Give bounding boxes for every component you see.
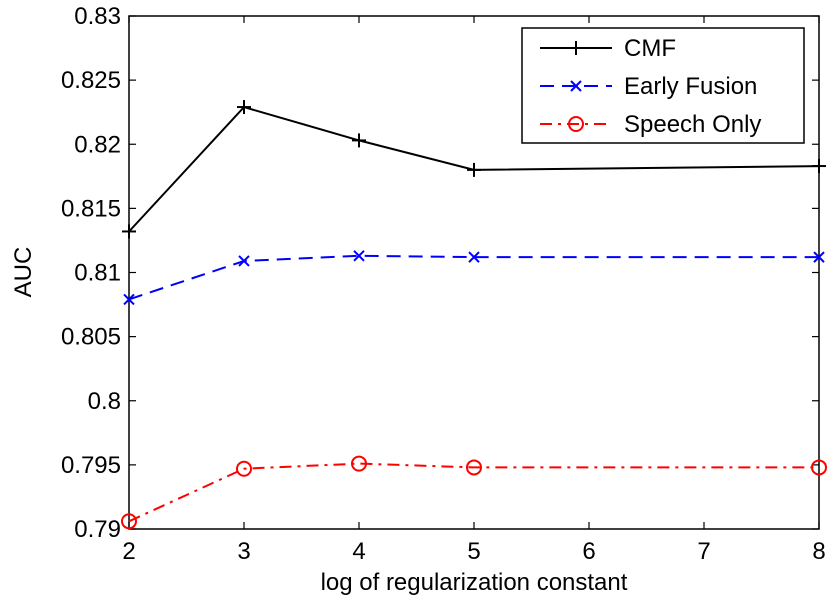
- axis-ticks: 2 3 4 5 6 7 8 0.79 0.795 0.8 0.805 0.81 0.815 0.82 0.8…: [61, 3, 826, 565]
- data-point: [353, 250, 365, 262]
- x-tick-label: 8: [812, 538, 825, 565]
- data-point-b: [238, 255, 250, 267]
- data-point: [811, 459, 827, 476]
- legend-marker-b: [570, 80, 582, 92]
- x-tick-label: 3: [237, 538, 250, 565]
- series-layer: [121, 100, 827, 530]
- data-point: [122, 224, 136, 239]
- series-0: [122, 100, 826, 239]
- legend-marker: [570, 80, 582, 92]
- legend-label: CMF: [624, 35, 676, 62]
- x-tick-label: 5: [467, 538, 480, 565]
- legend-marker: [569, 41, 583, 55]
- data-point: [236, 460, 252, 477]
- data-point: [352, 133, 366, 148]
- y-tick-label: 0.815: [61, 195, 121, 222]
- data-point: [468, 251, 480, 263]
- data-point: [351, 455, 367, 472]
- data-point-b: [813, 251, 825, 263]
- legend-label: Early Fusion: [624, 73, 757, 100]
- legend: CMF Early Fusion Speech Only: [521, 27, 805, 144]
- x-axis-label: log of regularization constant: [321, 569, 628, 596]
- data-point: [812, 159, 826, 174]
- x-tick-label: 6: [582, 538, 595, 565]
- data-point: [237, 100, 251, 115]
- y-tick-label: 0.83: [74, 3, 121, 30]
- legend-label: Speech Only: [624, 111, 761, 138]
- data-point: [121, 513, 137, 530]
- data-point: [466, 459, 482, 476]
- y-tick-label: 0.82: [74, 131, 121, 158]
- y-tick-label: 0.805: [61, 324, 121, 351]
- data-point-b: [123, 293, 135, 306]
- legend-marker: [568, 116, 584, 132]
- y-tick-label: 0.79: [74, 516, 121, 543]
- data-point: [467, 162, 481, 177]
- series-2: [121, 455, 827, 530]
- y-tick-label: 0.81: [74, 260, 121, 287]
- data-point: [123, 293, 135, 306]
- series-line: [128, 462, 819, 523]
- series-1: [123, 250, 825, 306]
- y-axis-label: AUC: [10, 247, 37, 298]
- y-tick-label: 0.8: [88, 388, 121, 415]
- y-tick-label: 0.825: [61, 67, 121, 94]
- data-point-b: [468, 251, 480, 263]
- x-tick-label: 2: [122, 538, 135, 565]
- x-tick-label: 7: [697, 538, 710, 565]
- x-tick-label: 4: [352, 538, 365, 565]
- series-line: [128, 254, 819, 301]
- y-tick-label: 0.795: [61, 452, 121, 479]
- data-point: [813, 251, 825, 263]
- data-point-b: [353, 250, 365, 262]
- data-point: [238, 255, 250, 267]
